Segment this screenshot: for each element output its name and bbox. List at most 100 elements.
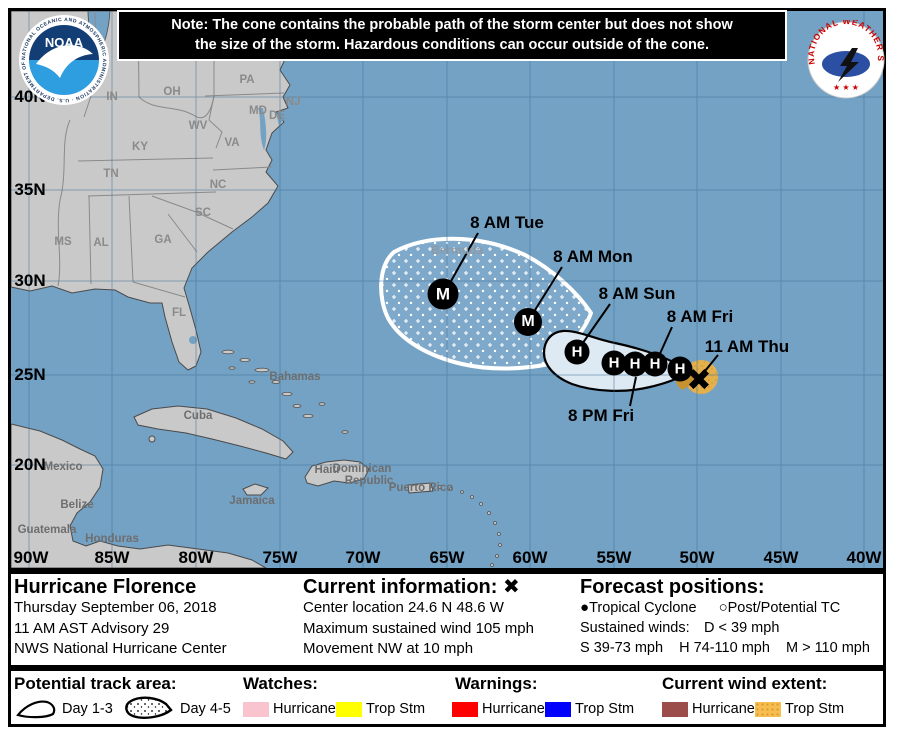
state-label-fl: FL [171,307,187,319]
note-line-2: the size of the storm. Hazardous conditi… [194,37,709,53]
lon-label-55w: 55W [596,548,632,567]
trop-stm-watch-swatch [336,702,362,717]
day1-3-label: Day 1-3 [62,701,113,717]
state-label-ga: GA [154,234,172,246]
post-potential-circle-icon: ○ [718,599,728,616]
lon-label-70w: 70W [345,548,381,567]
current-wind-extent-heading: Current wind extent: [662,674,828,693]
track-label-8am-tue: 8 AM Tue [470,213,544,232]
lon-label-45w: 45W [763,548,799,567]
place-label-dominican: Dominican [332,463,392,475]
lat-label-25n: 25N [14,365,46,384]
wind-ranges-key: S 39-73 mph H 74-110 mph M > 110 mph [580,638,870,658]
small-islands [221,238,502,567]
track-label-8pm-fri: 8 PM Fri [567,406,635,425]
state-label-ky: KY [132,141,148,153]
state-label-de: DE [269,110,285,122]
noaa-seabird-icon [36,45,93,78]
place-label-mexico: Mexico [43,461,83,473]
state-label-pa: PA [239,74,255,86]
hurricane-extent-label: Hurricane [692,701,755,717]
hurricane-watch-swatch [243,702,269,717]
potential-track-area-heading: Potential track area: [14,674,177,693]
noaa-emblem-sea [29,60,99,95]
place-label-bahamas: Bahamas [269,371,321,383]
trop-stm-extent-swatch [755,702,781,717]
lon-label-90w: 90W [13,548,49,567]
tropical-storm-wind-extent-circle [684,360,718,394]
place-label-jamaica: Jamaica [229,495,275,507]
lon-label-50w: 50W [679,548,715,567]
state-label-ms: MS [54,236,72,248]
advisory-date: Thursday September 06, 2018 [14,599,217,616]
track-label-8am-mon: 8 AM Mon [553,247,633,266]
forecast-positions-heading: Forecast positions: [580,576,765,598]
place-label-bermuda: Bermuda [430,243,484,257]
noaa-wordmark: NOAA [45,35,84,50]
cone-note-banner: Note: The cone contains the probable pat… [117,10,787,61]
current-position-x-icon: ✖ [503,576,520,598]
lat-label-35n: 35N [14,180,46,199]
state-label-wv: WV [188,120,208,132]
state-label-tn: TN [103,168,119,180]
caribbean-islands [133,405,434,496]
lon-label-60w: 60W [512,548,548,567]
note-line-1: Note: The cone contains the probable pat… [171,17,733,33]
position-symbol-key: ●Tropical Cyclone ○Post/Potential TC [580,598,870,618]
place-label-cuba: Cuba [183,410,213,422]
state-label-oh: OH [163,86,181,98]
nws-stars: ★ ★ ★ [833,83,859,92]
day1-3-cone-icon [16,700,56,719]
nws-logo: NATIONAL WEATHER SERVICE ★ ★ ★ [806,20,885,99]
storm-info-panel: Hurricane Florence Thursday September 06… [14,576,227,660]
noaa-logo: NATIONAL OCEANIC AND ATMOSPHERIC ADMINIS… [18,14,109,105]
track-label-8am-fri: 8 AM Fri [666,307,734,326]
forecast-marker-h1: H [667,356,693,382]
mexico-central-america [11,423,268,568]
sustained-winds-label: Sustained winds: [580,620,690,636]
hurricane-warning-swatch [452,702,478,717]
lon-label-85w: 85W [94,548,130,567]
warnings-heading: Warnings: [455,674,538,693]
state-label-nc: NC [209,179,227,191]
state-label-va: VA [224,137,240,149]
trop-stm-warning-label: Trop Stm [575,701,635,717]
track-label-11am-thu: 11 AM Thu [704,337,790,356]
movement: Movement NW at 10 mph [303,640,474,657]
watches-heading: Watches: [243,674,318,693]
nws-lightning-icon [838,48,859,82]
lon-label-40w: 40W [846,548,882,567]
tropical-cyclone-dot-icon: ● [580,599,590,616]
current-info-heading-text: Current information: [303,576,498,598]
storm-title: Hurricane Florence [14,576,197,598]
wind-range-s: S 39-73 mph [580,640,664,656]
hurricane-watch-label: Hurricane [273,701,336,717]
current-info-panel: Current information: ✖ Center location 2… [303,576,534,660]
hurricane-warning-label: Hurricane [482,701,545,717]
state-label-nj: NJ [285,96,301,108]
center-location: Center location 24.6 N 48.6 W [303,599,504,616]
state-label-sc: SC [195,207,211,219]
lon-label-75w: 75W [262,548,298,567]
state-label-al: AL [93,237,109,249]
forecast-marker-m2: M [427,278,459,310]
forecast-positions-panel: Forecast positions: ●Tropical Cyclone ○P… [580,576,870,658]
current-position-x-marker: ✖ [686,363,712,397]
current-info-heading: Current information: ✖ [303,576,534,598]
place-label-puerto-rico: Puerto Rico [388,482,454,494]
forecast-marker-h3: H [622,351,648,377]
place-label-haiti: Haiti [314,464,340,476]
forecast-marker-m1: M [514,308,542,336]
tropical-cyclone-label: Tropical Cyclone [589,600,697,616]
trop-stm-watch-label: Trop Stm [366,701,426,717]
track-label-8am-sun: 8 AM Sun [598,284,676,303]
state-label-md: MD [249,105,267,117]
issuing-center: NWS National Hurricane Center [14,640,227,657]
sustained-winds-key: Sustained winds: D < 39 mph [580,618,870,638]
info-row-frame [8,571,886,668]
lon-label-80w: 80W [178,548,214,567]
wind-range-h: H 74-110 mph [679,640,770,656]
forecast-marker-h4: H [601,350,627,376]
graticule [11,11,883,568]
